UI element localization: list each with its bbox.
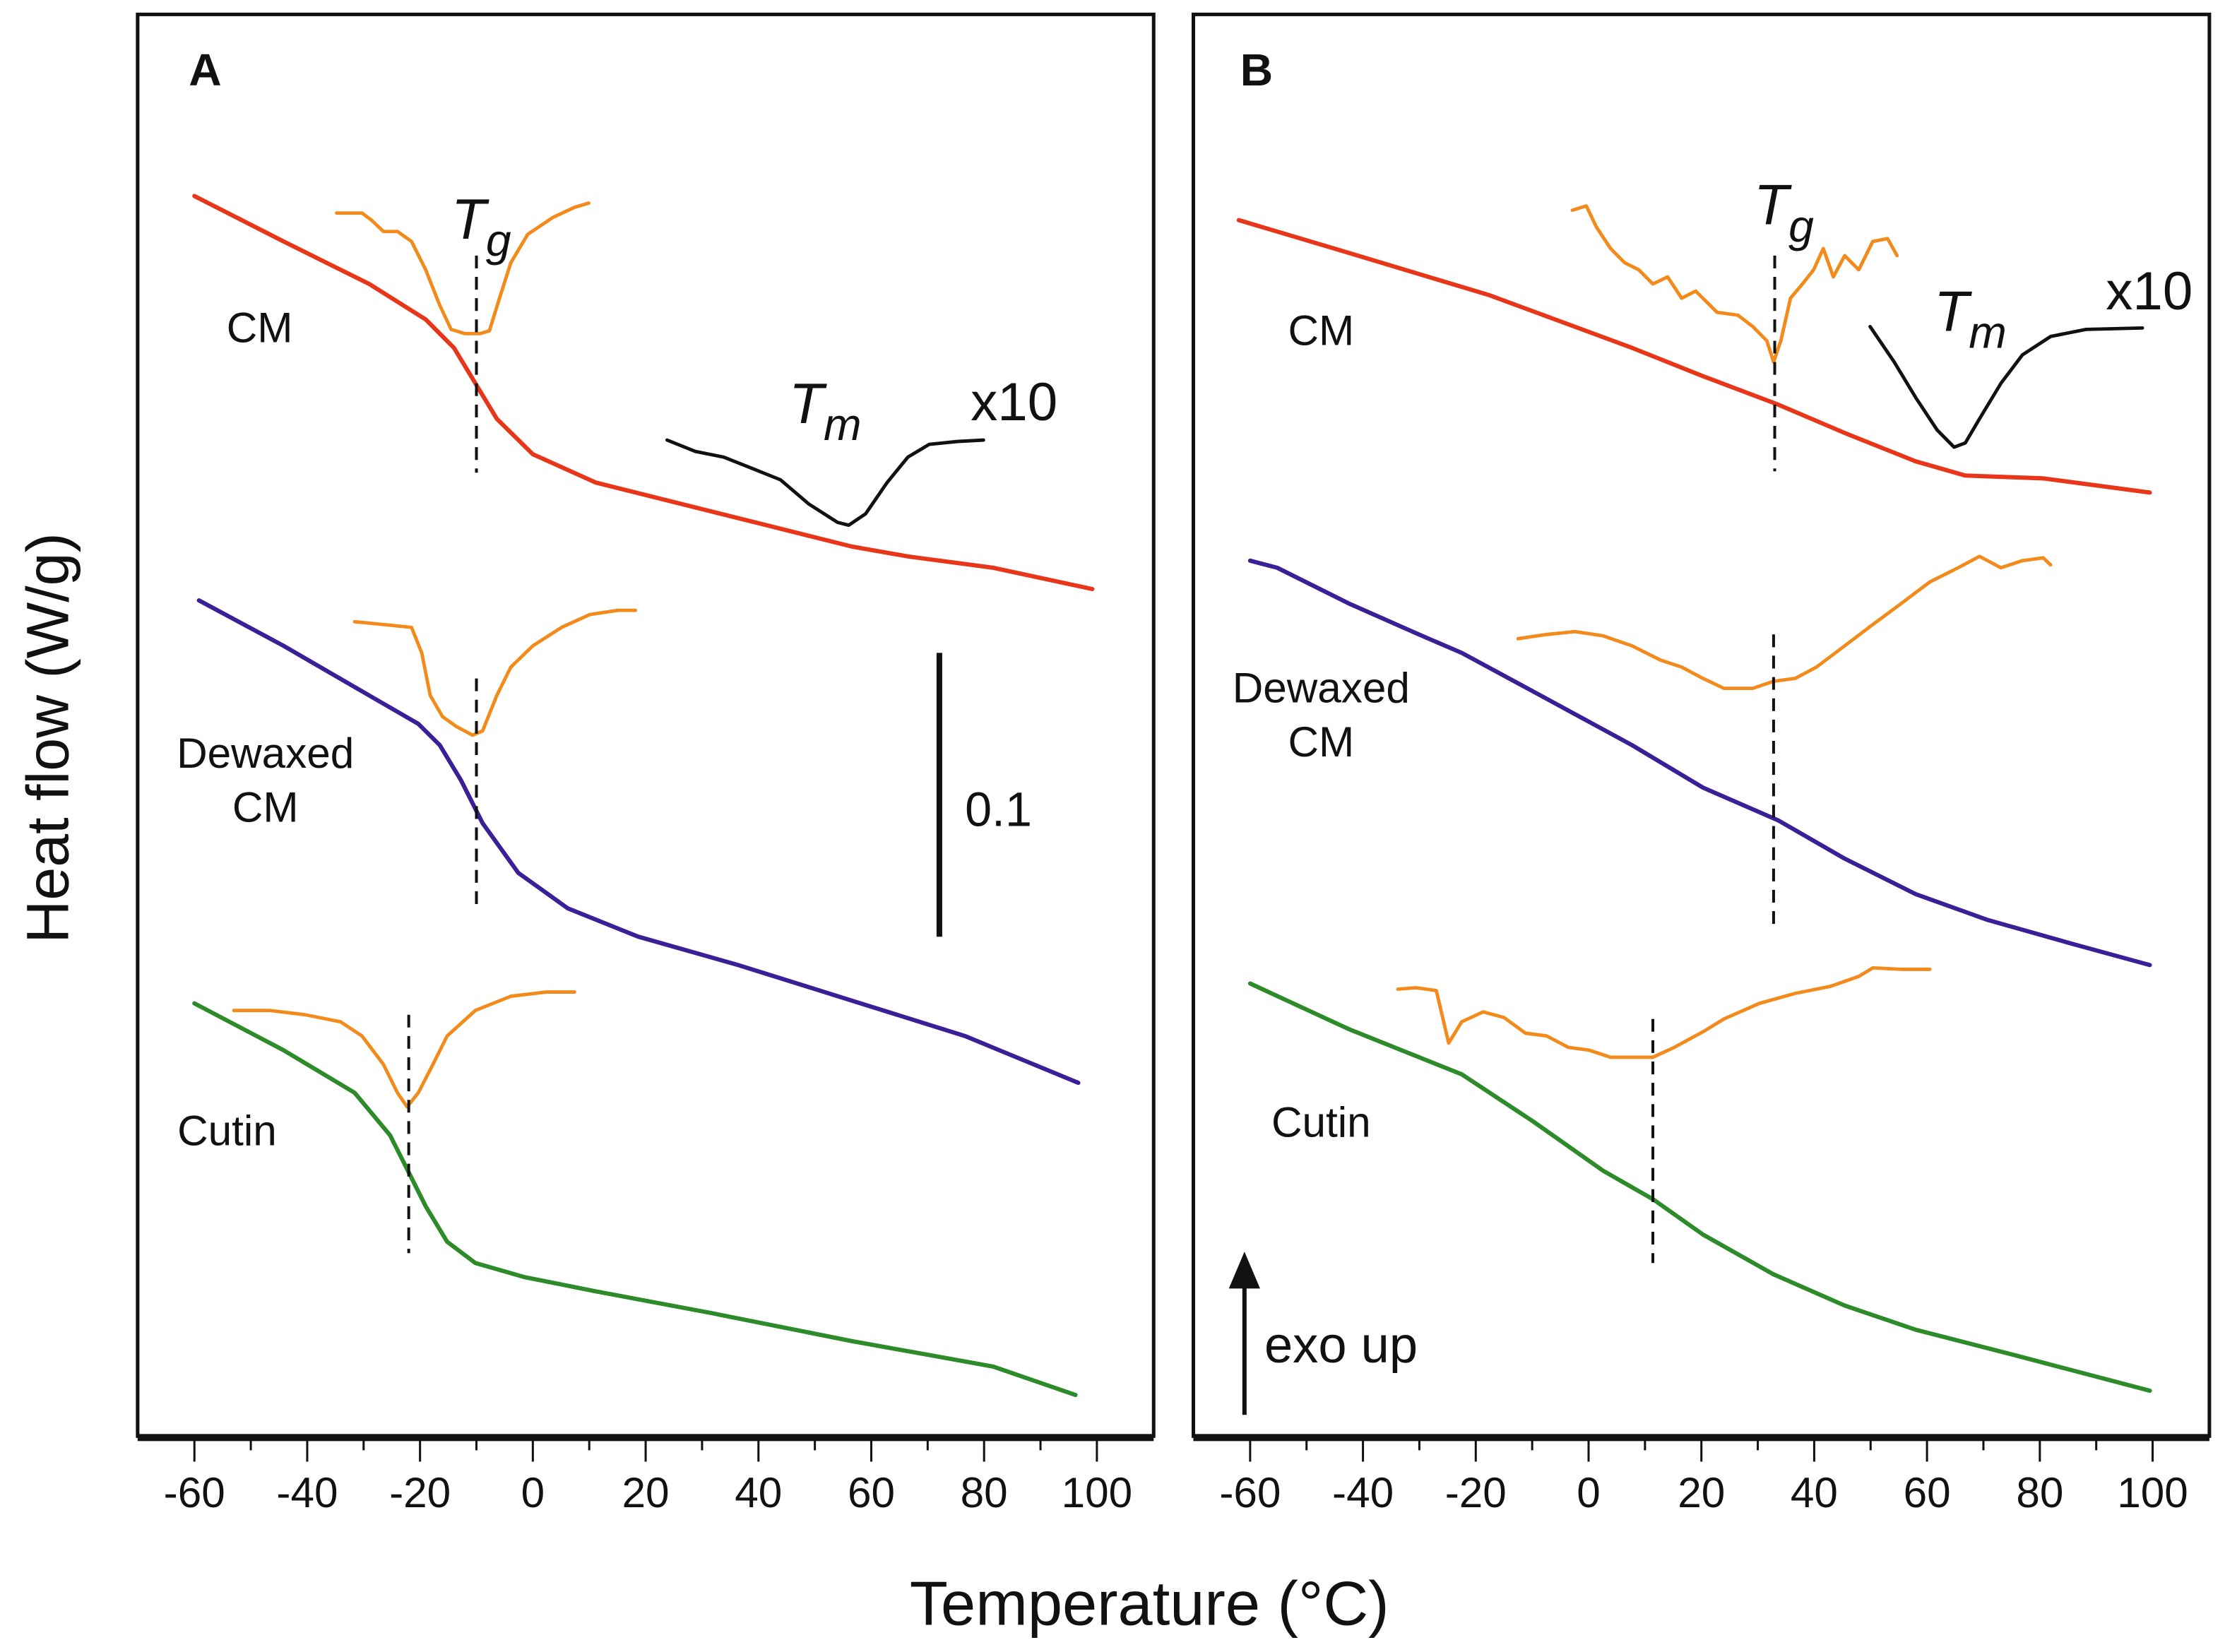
series-line-cutin	[1247, 981, 2152, 1393]
x-tick-label: 40	[735, 1468, 782, 1516]
panel-a-frame	[136, 12, 1156, 1438]
panel-a-x-ticks: -60 -40 -20 0 20 40 60 80 100	[164, 1440, 1132, 1516]
series-line-cutin-tg-derivative	[232, 990, 576, 1109]
series-line-cm-tg-derivative	[1570, 204, 1899, 364]
x-tick-label: 20	[622, 1468, 670, 1516]
panel-a-dewaxed-label: Dewaxed	[177, 729, 354, 777]
x-tick-label: 0	[521, 1468, 545, 1516]
x-tick-label: 100	[2117, 1468, 2188, 1516]
x-tick-label: 0	[1577, 1468, 1601, 1516]
series-line-cm-tm-x10	[1868, 324, 2144, 449]
panel-b-curves	[1236, 204, 2152, 1393]
x-tick-label: -40	[1332, 1468, 1394, 1516]
scale-bar-label: 0.1	[965, 783, 1032, 837]
exo-up-label: exo up	[1264, 1317, 1418, 1374]
series-line-cm-tg-derivative	[335, 201, 591, 335]
panel-a-letter: A	[189, 44, 221, 95]
x-tick-label: -20	[1445, 1468, 1507, 1516]
series-line-cm-tm-x10	[665, 438, 985, 528]
panel-a-cm-label: CM	[227, 303, 293, 351]
series-line-cutin	[192, 1001, 1078, 1398]
x-tick-label: 80	[2016, 1468, 2063, 1516]
series-line-dewaxed-cm	[1247, 558, 2152, 968]
x-tick-label: 20	[1678, 1468, 1725, 1516]
panel-a-tm-label: Tm	[789, 372, 862, 450]
x-tick-label: 60	[1904, 1468, 1951, 1516]
panel-b-letter: B	[1240, 44, 1273, 95]
series-line-dewaxed-cm-tg-derivative	[1516, 554, 2053, 691]
y-axis-title: Heat flow (W/g)	[14, 533, 81, 943]
series-line-dewaxed-cm-tg-derivative	[352, 608, 638, 737]
x-tick-label: -60	[164, 1468, 225, 1516]
x-tick-label: 40	[1791, 1468, 1838, 1516]
x-tick-label: 80	[961, 1468, 1008, 1516]
series-line-cm	[192, 194, 1095, 592]
x-tick-label: -20	[389, 1468, 451, 1516]
panel-b-cutin-label: Cutin	[1271, 1098, 1371, 1146]
panel-b-tm-label: Tm	[1934, 280, 2007, 357]
panel-a-dewaxed-label-2: CM	[232, 783, 299, 831]
panel-b-cm-label: CM	[1288, 306, 1354, 354]
panel-b-dewaxed-label-2: CM	[1288, 718, 1354, 766]
series-line-cm	[1236, 218, 2152, 495]
panel-b-tg-label: Tg	[1754, 174, 1814, 251]
panel-a-cutin-label: Cutin	[177, 1107, 277, 1155]
exo-up-arrow-icon	[1228, 1252, 1260, 1289]
panel-b-x-ticks: -60 -40 -20 0 20 40 60 80 100	[1219, 1440, 2188, 1516]
panel-a-tg-label: Tg	[451, 188, 511, 266]
x-tick-label: 60	[848, 1468, 895, 1516]
panel-b-x10-label: x10	[2106, 261, 2193, 321]
x-tick-label: 100	[1062, 1468, 1133, 1516]
x-axis-title: Temperature (°C)	[910, 1569, 1389, 1639]
panel-a-curves	[192, 194, 1095, 1398]
panel-a-x10-label: x10	[971, 372, 1057, 432]
panel-b-dewaxed-label: Dewaxed	[1233, 664, 1410, 712]
series-line-dewaxed-cm	[196, 598, 1081, 1086]
x-tick-label: -60	[1219, 1468, 1281, 1516]
series-line-cutin-tg-derivative	[1396, 965, 1932, 1059]
x-tick-label: -40	[276, 1468, 338, 1516]
